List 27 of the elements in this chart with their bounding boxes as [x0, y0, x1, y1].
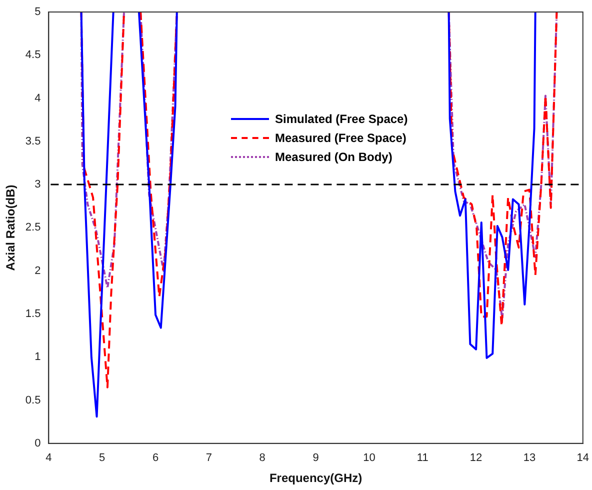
- y-axis-title: Axial Ratio(dB): [4, 184, 18, 271]
- x-axis-title: Frequency(GHz): [269, 471, 362, 486]
- legend-label: Measured (Free Space): [275, 130, 406, 144]
- y-tick-label: 2.5: [25, 222, 41, 234]
- legend-label: Measured (On Body): [275, 150, 392, 164]
- y-tick-label: 4: [34, 92, 41, 104]
- x-tick-label: 11: [416, 452, 428, 464]
- y-tick-label: 0: [34, 437, 41, 450]
- y-tick-label: 3: [34, 178, 41, 191]
- y-tick-label: 5: [34, 6, 41, 18]
- y-tick-label: 1.5: [25, 308, 41, 320]
- y-tick-label: 1: [34, 351, 41, 364]
- x-tick-label: 14: [576, 452, 590, 464]
- x-tick-label: 5: [99, 452, 106, 464]
- y-tick-label: 3.5: [25, 135, 41, 148]
- x-tick-label: 4: [46, 452, 52, 464]
- x-tick-label: 6: [152, 452, 159, 464]
- y-tick-label: 2: [34, 264, 41, 277]
- y-tick-label: 0.5: [25, 394, 41, 406]
- x-tick-label: 12: [470, 452, 482, 464]
- x-tick-label: 8: [259, 452, 266, 464]
- y-tick-label: 4.5: [25, 49, 41, 62]
- x-tick-label: 13: [523, 452, 536, 464]
- x-tick-label: 9: [312, 452, 319, 464]
- legend-label: Simulated (Free Space): [275, 112, 408, 126]
- x-tick-label: 7: [206, 452, 212, 464]
- x-tick-label: 10: [363, 452, 376, 464]
